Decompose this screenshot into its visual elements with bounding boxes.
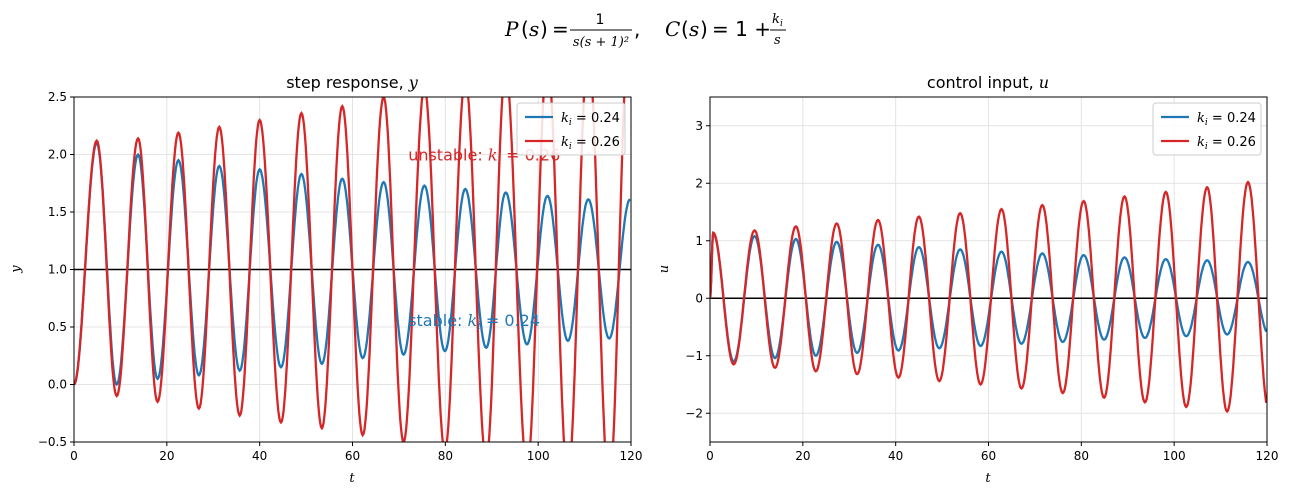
suptitle-paren-open-2: ( bbox=[681, 17, 689, 41]
step-response-ytick-label-2: 0.5 bbox=[48, 320, 67, 334]
control-input-ylabel: u bbox=[657, 265, 672, 273]
control-input-ytick-label-1: −1 bbox=[685, 349, 703, 363]
step-response-xtick-label-1: 20 bbox=[159, 449, 174, 463]
suptitle-paren-close: ) bbox=[540, 17, 548, 41]
suptitle-fraction-numerator: 1 bbox=[596, 12, 605, 28]
step-response-ytick-label-0: −0.5 bbox=[38, 435, 67, 449]
control-input-xtick-label-0: 0 bbox=[706, 449, 714, 463]
suptitle: P ( s ) = 1 s(s + 1)² , C ( s ) = 1 + k … bbox=[504, 12, 786, 50]
control-input-series bbox=[710, 180, 1267, 414]
suptitle-p: P bbox=[504, 17, 519, 41]
step-response-ylabel: y bbox=[9, 265, 24, 274]
suptitle-c: C bbox=[665, 17, 680, 41]
control-input-ytick-label-0: −2 bbox=[685, 406, 703, 420]
step-response-xtick-label-0: 0 bbox=[70, 449, 78, 463]
control-input-legend: ki = 0.24 ki = 0.26 bbox=[1152, 102, 1262, 156]
control-input-xtick-label-1: 20 bbox=[795, 449, 810, 463]
suptitle-fraction-denominator: s(s + 1)² bbox=[573, 35, 629, 50]
suptitle-ki-subscript: i bbox=[780, 19, 783, 29]
control-input-ytick-label-4: 2 bbox=[695, 176, 703, 190]
control-input-ytick-label-3: 1 bbox=[695, 234, 703, 248]
step-response-xtick-label-6: 120 bbox=[620, 449, 643, 463]
step-response-panel: step response, y unstable: ki = 0.26stab… bbox=[9, 73, 643, 486]
step-response-axes: 0 20 40 60 80 100 120 −0.5 0.0 0.5 1.0 1.5 2.0 2.5 bbox=[38, 90, 643, 463]
suptitle-ki-numerator: k bbox=[772, 12, 780, 27]
step-response-xlabel: t bbox=[349, 471, 355, 486]
step-response-xtick-label-2: 40 bbox=[252, 449, 267, 463]
control-input-title: control input, u bbox=[927, 73, 1049, 92]
step-response-series-ki-026 bbox=[74, 97, 626, 442]
step-response-ytick-label-4: 1.5 bbox=[48, 205, 67, 219]
step-response-xtick-label-5: 100 bbox=[527, 449, 550, 463]
step-response-xtick-label-4: 80 bbox=[438, 449, 453, 463]
step-response-ytick-label-5: 2.0 bbox=[48, 148, 67, 162]
suptitle-s-2: s bbox=[689, 17, 699, 41]
suptitle-comma: , bbox=[634, 17, 640, 41]
suptitle-ki-denominator: s bbox=[774, 33, 781, 48]
control-input-legend-label-1: ki = 0.26 bbox=[1197, 135, 1256, 152]
control-input-ytick-label-5: 3 bbox=[695, 119, 703, 133]
step-response-title: step response, y bbox=[286, 73, 419, 92]
suptitle-equals: = bbox=[552, 17, 569, 41]
control-input-ytick-label-2: 0 bbox=[695, 291, 703, 305]
control-input-xtick-label-2: 40 bbox=[888, 449, 903, 463]
control-input-series-ki-026 bbox=[710, 180, 1267, 414]
control-input-axes: 0 20 40 60 80 100 120 −2 −1 0 1 2 3 bbox=[685, 96, 1279, 463]
suptitle-s: s bbox=[529, 17, 539, 41]
step-response-legend-label-0: ki = 0.24 bbox=[561, 111, 620, 128]
step-response-series bbox=[74, 97, 631, 442]
suptitle-paren-open: ( bbox=[521, 17, 529, 41]
step-response-ytick-label-6: 2.5 bbox=[48, 90, 67, 104]
control-input-xtick-label-4: 80 bbox=[1074, 449, 1089, 463]
step-response-ytick-label-1: 0.0 bbox=[48, 378, 67, 392]
control-input-panel: control input, u 0 20 40 60 80 100 120 −2 −1 0 1 2 3… bbox=[657, 73, 1278, 486]
suptitle-rhs: = 1 + bbox=[712, 17, 771, 41]
suptitle-paren-close-2: ) bbox=[700, 17, 708, 41]
step-response-annotation-1: stable: ki = 0.24 bbox=[408, 311, 540, 332]
control-input-xtick-label-6: 120 bbox=[1256, 449, 1279, 463]
step-response-ytick-label-3: 1.0 bbox=[48, 263, 67, 277]
control-input-xtick-label-5: 100 bbox=[1163, 449, 1186, 463]
step-response-legend-label-1: ki = 0.26 bbox=[561, 135, 620, 152]
step-response-legend: ki = 0.24 ki = 0.26 bbox=[516, 102, 626, 156]
control-input-legend-label-0: ki = 0.24 bbox=[1197, 111, 1256, 128]
step-response-xtick-label-3: 60 bbox=[345, 449, 360, 463]
control-input-xtick-label-3: 60 bbox=[981, 449, 996, 463]
control-input-xlabel: t bbox=[985, 471, 991, 486]
